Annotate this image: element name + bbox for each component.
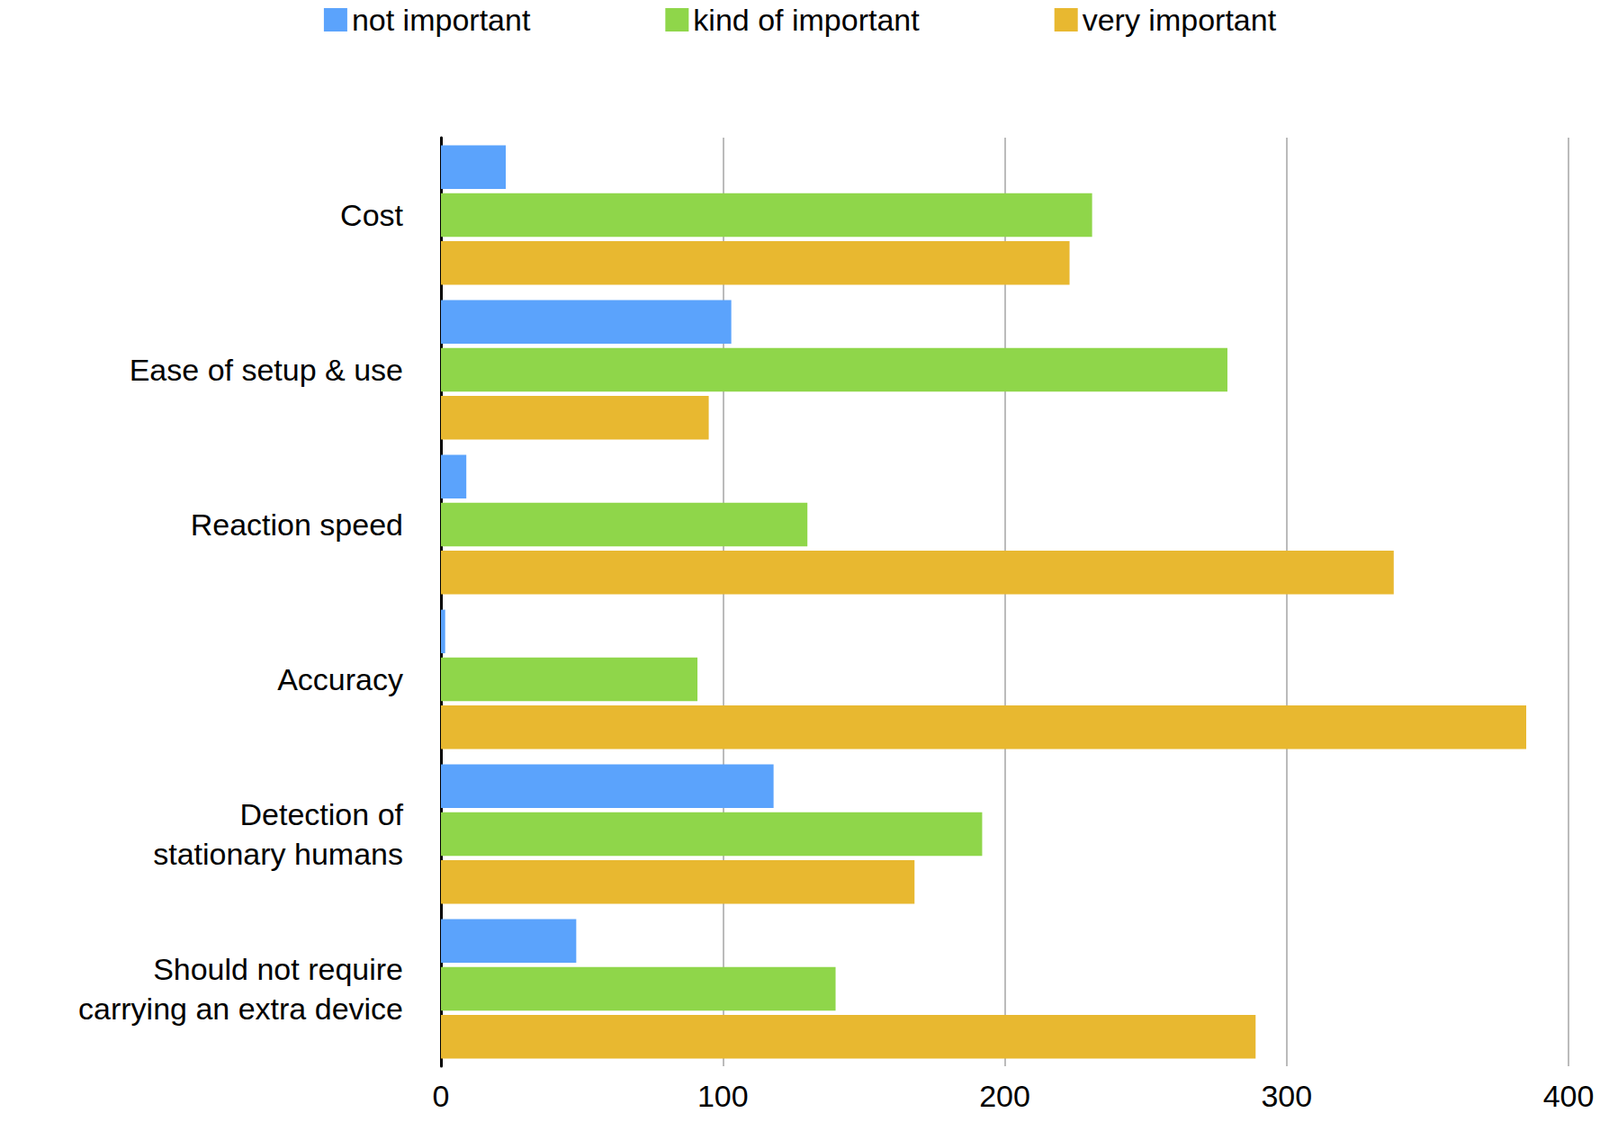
- svg-text:very important: very important: [1082, 2, 1277, 37]
- svg-text:Ease of setup & use: Ease of setup & use: [129, 352, 404, 387]
- svg-text:Accuracy: Accuracy: [277, 662, 404, 697]
- svg-text:not important: not important: [351, 2, 531, 37]
- svg-text:200: 200: [979, 1078, 1031, 1114]
- svg-text:Should not require: Should not require: [152, 952, 404, 987]
- svg-text:carrying an extra device: carrying an extra device: [78, 991, 404, 1026]
- svg-text:0: 0: [432, 1078, 450, 1114]
- svg-text:stationary humans: stationary humans: [152, 836, 404, 872]
- svg-text:100: 100: [697, 1078, 749, 1114]
- svg-text:300: 300: [1260, 1078, 1313, 1114]
- svg-text:Reaction speed: Reaction speed: [190, 507, 404, 542]
- svg-text:400: 400: [1543, 1078, 1595, 1114]
- svg-text:Detection of: Detection of: [240, 797, 405, 832]
- svg-text:kind of important: kind of important: [692, 2, 920, 37]
- svg-text:Cost: Cost: [340, 197, 404, 233]
